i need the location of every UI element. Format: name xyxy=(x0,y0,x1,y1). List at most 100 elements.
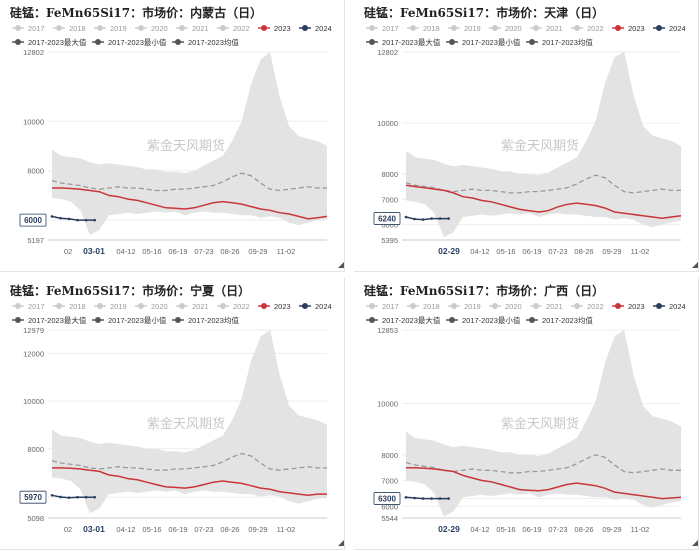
legend-label-2020: 2020 xyxy=(151,24,168,33)
legend-label-stat-1: 2017-2023最小值 xyxy=(462,315,521,325)
chart-title: 硅锰：FeMn65Si17：市场价：宁夏（日） xyxy=(10,283,250,298)
point-2024 xyxy=(447,497,450,500)
legend-label-2021: 2021 xyxy=(192,302,209,311)
y-tick-label: 5544 xyxy=(381,514,398,523)
legend-label-2024: 2024 xyxy=(315,24,332,33)
y-tick-label: 10000 xyxy=(377,399,398,408)
chart-title: 硅锰：FeMn65Si17：市场价：天津（日） xyxy=(364,5,604,20)
point-2024 xyxy=(404,215,408,219)
max-min-band xyxy=(406,330,681,517)
point-2024 xyxy=(84,495,88,499)
legend-marker-2021 xyxy=(179,25,185,31)
last-value-box xyxy=(373,492,401,505)
point-2024 xyxy=(76,218,79,222)
x-tick-label: 08-26 xyxy=(574,247,593,256)
legend-label-2020: 2020 xyxy=(505,24,522,33)
x-tick-label: 04-12 xyxy=(470,247,489,256)
legend-label-stat-0: 2017-2023最大值 xyxy=(28,315,87,325)
legend-label-stat-2: 2017-2023均值 xyxy=(188,315,239,325)
x-tick-label: 03-01 xyxy=(83,246,105,256)
y-tick-label: 12802 xyxy=(23,48,44,57)
line-2023 xyxy=(52,187,328,220)
legend-label-2019: 2019 xyxy=(464,24,481,33)
legend-marker-stat-0 xyxy=(15,39,21,45)
chart-neimenggu: 硅锰：FeMn65Si17：市场价：内蒙古（日） 2017 2018 2019 2020… xyxy=(10,5,344,268)
x-tick-label: 06-19 xyxy=(168,247,187,256)
legend-marker-2023 xyxy=(615,303,621,309)
legend-marker-2024 xyxy=(302,303,308,309)
y-tick-label: 8000 xyxy=(27,445,44,454)
legend-marker-2019 xyxy=(451,303,457,309)
point-2024 xyxy=(413,496,416,500)
y-tick-label: 5197 xyxy=(27,236,44,245)
point-2024 xyxy=(447,217,450,220)
max-min-band xyxy=(52,52,327,235)
point-2024 xyxy=(67,496,71,499)
y-tick-label: 8000 xyxy=(381,451,398,460)
chart-title: 硅锰：FeMn65Si17：市场价：内蒙古（日） xyxy=(10,5,262,20)
legend-label-2022: 2022 xyxy=(233,24,250,33)
x-tick-label: 08-26 xyxy=(220,525,239,534)
legend-label-stat-2: 2017-2023均值 xyxy=(188,37,239,47)
point-2024 xyxy=(438,497,442,500)
point-2024 xyxy=(430,497,433,500)
y-tick-label: 6000 xyxy=(381,502,398,511)
legend-marker-2023 xyxy=(615,25,621,31)
x-tick-label: 07-23 xyxy=(548,247,567,256)
x-tick-label: 04-12 xyxy=(470,525,489,534)
legend-marker-stat-2 xyxy=(529,317,535,323)
legend-label-2018: 2018 xyxy=(423,302,440,311)
legend-marker-2022 xyxy=(574,25,580,31)
y-tick-label: 12979 xyxy=(23,326,44,335)
line-2023 xyxy=(52,467,327,497)
avg-line xyxy=(405,174,681,194)
legend-marker-2022 xyxy=(220,25,226,31)
chart-ningxia: 硅锰：FeMn65Si17：市场价：宁夏（日） 2017 2018 2019 2020 2… xyxy=(10,283,344,546)
last-value-label: 6240 xyxy=(378,215,396,224)
legend-marker-stat-1 xyxy=(449,317,455,323)
avg-line xyxy=(405,454,681,474)
legend-label-2023: 2023 xyxy=(274,24,291,33)
x-tick-label: 09-29 xyxy=(248,525,267,534)
max-min-band xyxy=(406,52,681,238)
legend-marker-stat-2 xyxy=(175,317,181,323)
point-2024 xyxy=(430,217,433,220)
x-tick-label: 11-02 xyxy=(631,247,650,256)
legend-marker-2018 xyxy=(410,303,416,309)
last-value-label: 6300 xyxy=(378,495,396,504)
point-2024 xyxy=(421,218,425,221)
legend-marker-2024 xyxy=(656,25,662,31)
x-tick-label: 05-16 xyxy=(496,525,515,534)
x-tick-label: 07-23 xyxy=(548,525,567,534)
y-tick-label: 7000 xyxy=(381,195,398,204)
legend-label-2024: 2024 xyxy=(315,302,332,311)
x-tick-label: 06-19 xyxy=(522,247,541,256)
legend-marker-2022 xyxy=(574,303,580,309)
legend-marker-stat-0 xyxy=(15,317,21,323)
legend-marker-stat-1 xyxy=(95,317,101,323)
resize-handle-icon xyxy=(692,540,698,546)
x-tick-label: 11-02 xyxy=(277,525,296,534)
y-tick-label: 10000 xyxy=(377,119,398,128)
x-tick-label: 06-19 xyxy=(522,525,541,534)
legend-marker-2017 xyxy=(369,303,375,309)
chart-guangxi: 硅锰：FeMn65Si17：市场价：广西（日） 2017 2018 2019 2020 2… xyxy=(364,283,698,546)
avg-line xyxy=(51,452,327,471)
legend-marker-2019 xyxy=(97,25,103,31)
legend-label-stat-0: 2017-2023最大值 xyxy=(382,37,441,47)
legend-marker-2023 xyxy=(261,25,267,31)
legend-label-2017: 2017 xyxy=(28,24,45,33)
y-tick-label: 5395 xyxy=(381,236,398,245)
legend-marker-2021 xyxy=(179,303,185,309)
point-2024 xyxy=(93,495,96,499)
legend-label-2017: 2017 xyxy=(382,24,399,33)
legend-label-2024: 2024 xyxy=(669,24,686,33)
point-2024 xyxy=(404,495,408,499)
x-tick-label: 03-01 xyxy=(83,524,105,534)
y-tick-label: 12853 xyxy=(377,326,398,335)
x-tick-label: 02-29 xyxy=(438,524,460,534)
legend-label-2021: 2021 xyxy=(546,24,563,33)
legend-marker-2017 xyxy=(15,25,21,31)
legend-marker-2021 xyxy=(533,303,539,309)
legend-label-2021: 2021 xyxy=(546,302,563,311)
